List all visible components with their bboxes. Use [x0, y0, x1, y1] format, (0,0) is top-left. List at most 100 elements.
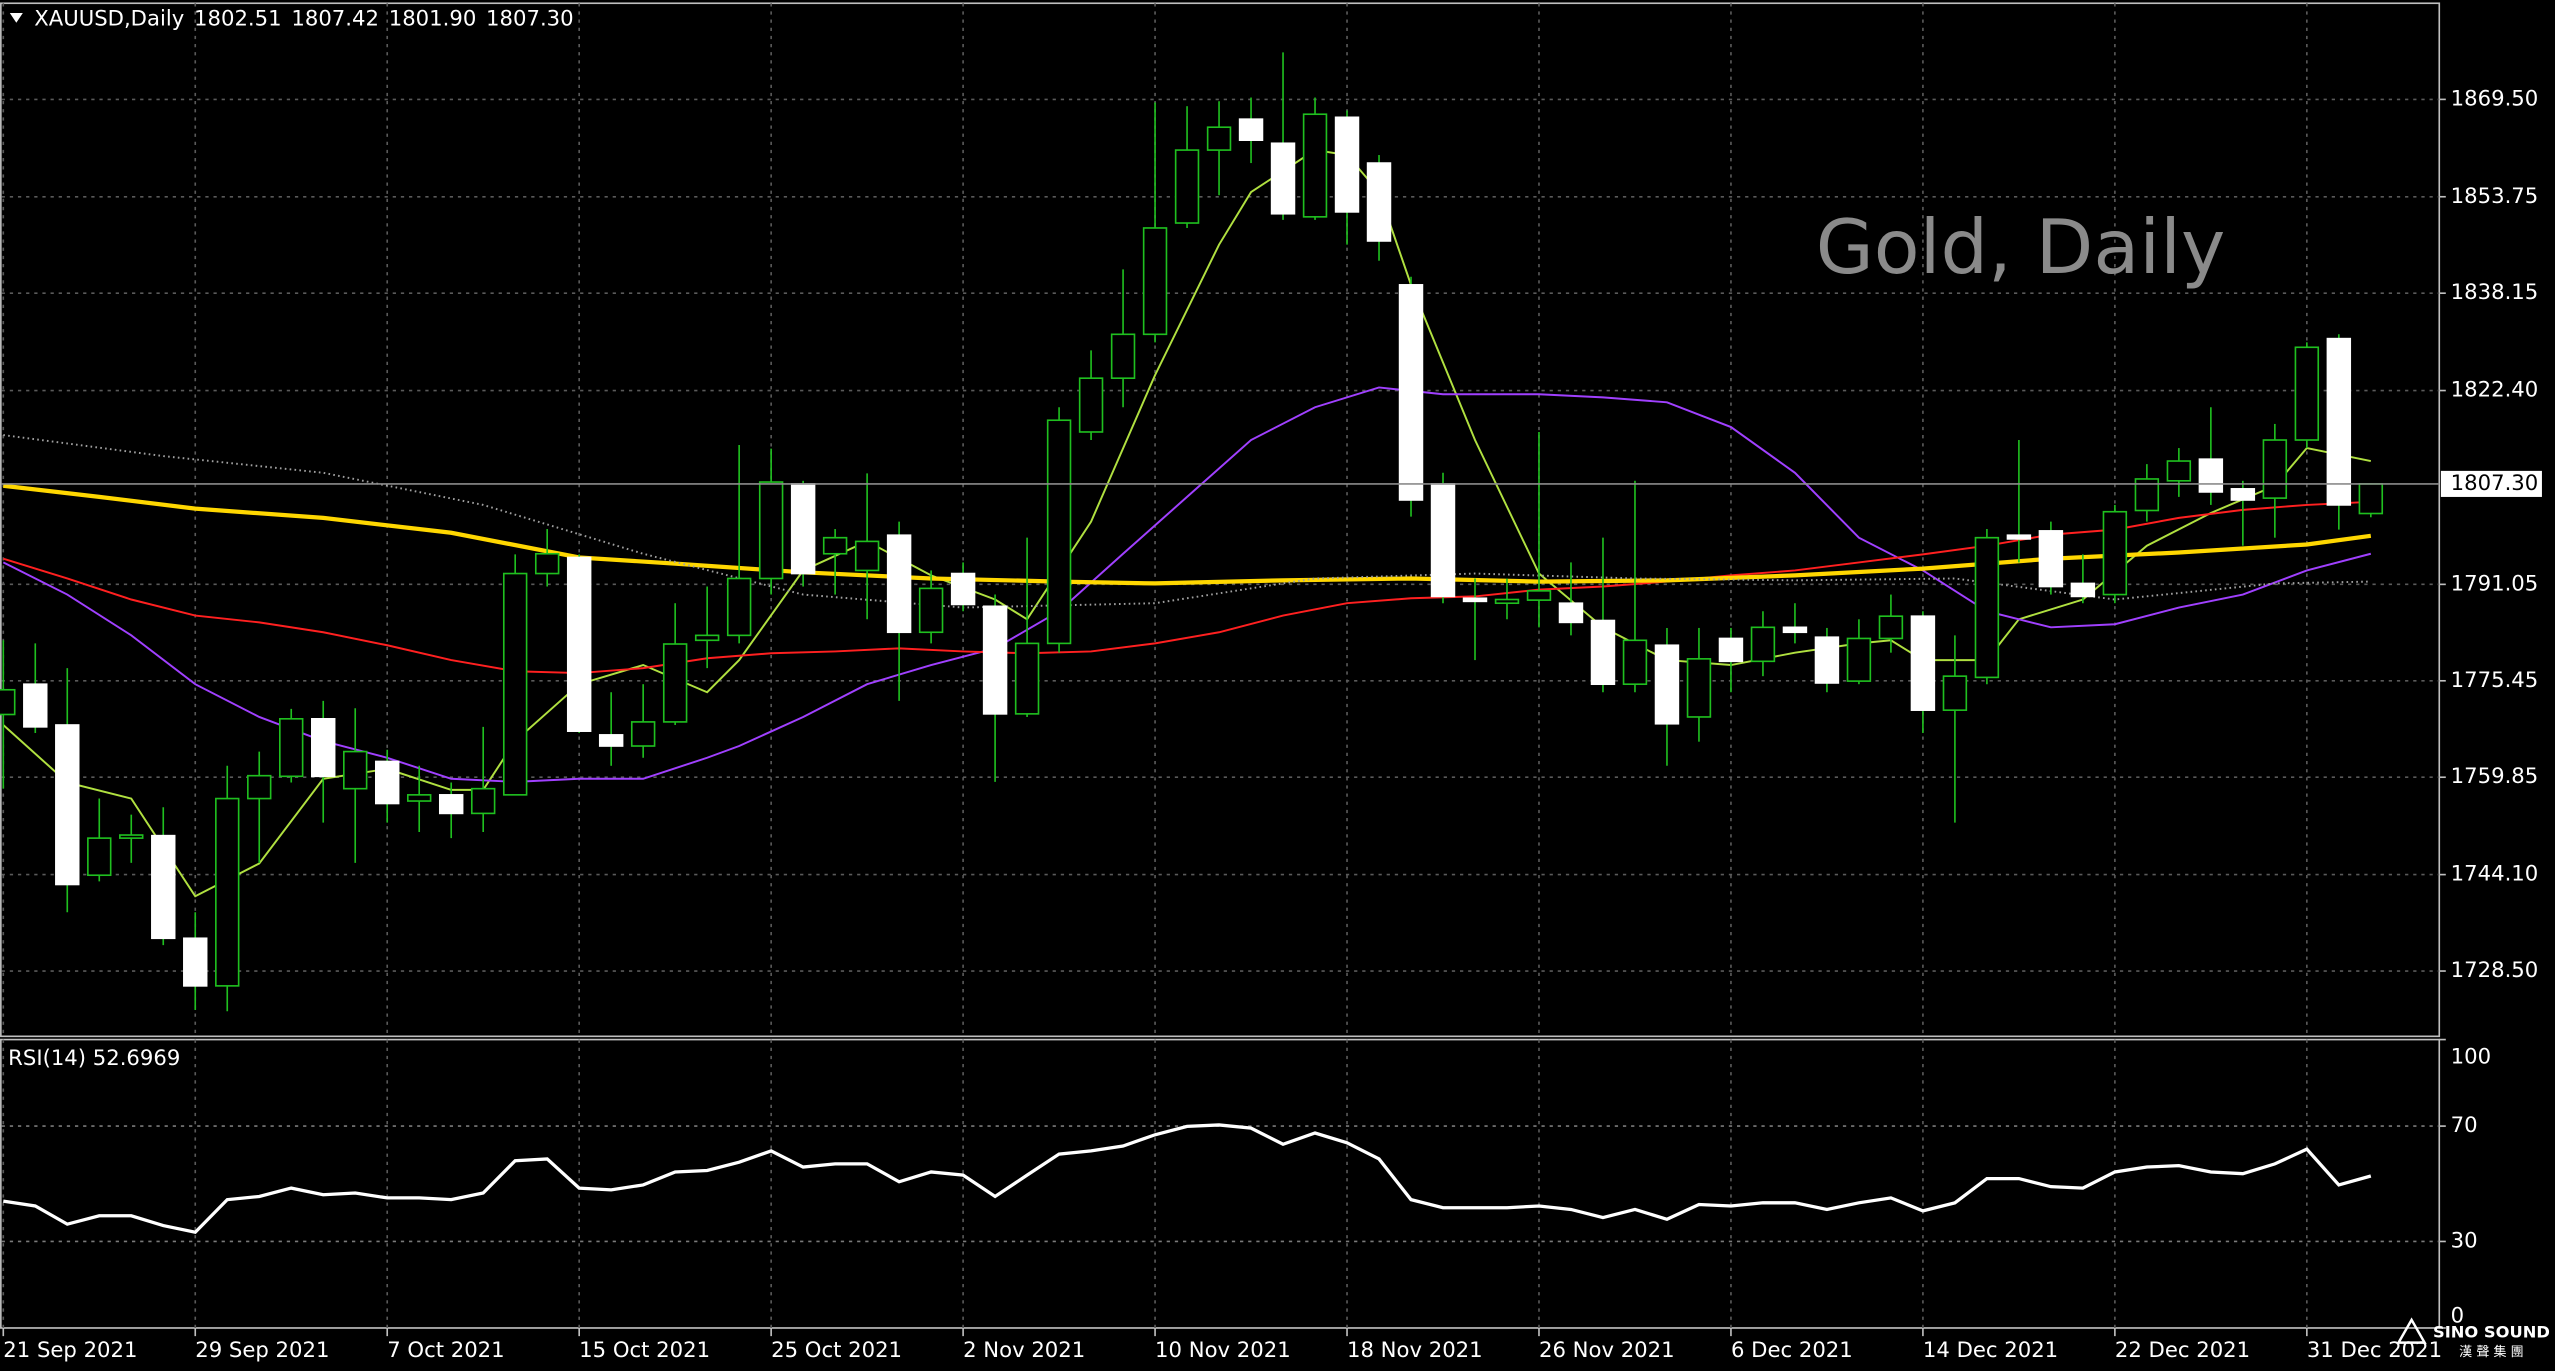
candle-body — [1910, 615, 1936, 711]
ohlc-value: 1802.51 — [194, 6, 282, 31]
candle-body — [151, 834, 176, 940]
x-tick-label: 2 Nov 2021 — [963, 1337, 1085, 1362]
candle-body — [1110, 333, 1136, 380]
candle-body — [311, 717, 336, 778]
candle-body — [406, 794, 432, 802]
candle-body — [1494, 598, 1520, 605]
candle-body — [1750, 626, 1776, 663]
candle-body — [630, 721, 656, 747]
candle-body — [0, 688, 16, 716]
ohlc-value: 1807.42 — [291, 6, 379, 31]
last-price-label: 1807.30 — [2451, 470, 2539, 495]
candle-body — [23, 683, 48, 728]
logo: SINO SOUND 漢 聲 集 團 — [2396, 1317, 2550, 1360]
candle-body — [2038, 530, 2064, 588]
y-tick-label: 70 — [2451, 1112, 2478, 1137]
candle-body — [1622, 639, 1648, 686]
candle-body — [1814, 636, 1840, 684]
candle-body — [2102, 510, 2128, 596]
candle-body — [1174, 149, 1200, 224]
x-tick-label: 10 Nov 2021 — [1155, 1337, 1291, 1362]
candle-body — [1334, 116, 1360, 213]
x-tick-label: 22 Dec 2021 — [2115, 1337, 2250, 1362]
x-tick-label: 29 Sep 2021 — [195, 1337, 329, 1362]
x-tick-label: 18 Nov 2021 — [1347, 1337, 1483, 1362]
y-tick-label: 0 — [2451, 1303, 2464, 1328]
candle-body — [438, 794, 464, 815]
candle-body — [2070, 582, 2096, 598]
candle-body — [534, 552, 560, 575]
x-tick-label: 31 Dec 2021 — [2307, 1337, 2442, 1362]
y-tick-label: 100 — [2451, 1043, 2491, 1068]
price-panel — [0, 2, 2441, 1038]
moving-average — [3, 483, 2372, 586]
candle-body — [854, 540, 880, 572]
candle-body — [55, 724, 80, 886]
candle-body — [2134, 478, 2160, 512]
y-tick-label: 1759.85 — [2451, 763, 2539, 788]
candle-body — [1526, 590, 1552, 601]
candle-body — [1366, 162, 1392, 242]
x-tick-label: 15 Oct 2021 — [579, 1337, 710, 1362]
candle-body — [790, 483, 816, 575]
symbol: XAUUSD,Daily — [34, 6, 184, 31]
candle-body — [918, 587, 944, 634]
candle-body — [247, 774, 272, 800]
candle-body — [470, 787, 496, 815]
candle-body — [886, 534, 912, 634]
y-tick-label: 1728.50 — [2451, 957, 2539, 982]
ohlc-value: 1807.30 — [486, 6, 574, 31]
candle-body — [1238, 118, 1264, 142]
candle-body — [598, 734, 624, 747]
y-tick-label: 1744.10 — [2451, 861, 2539, 886]
candle-body — [183, 937, 208, 987]
candle-body — [1590, 619, 1616, 686]
ohlc-value: 1801.90 — [389, 6, 477, 31]
candle-body — [1430, 483, 1456, 598]
candle-body — [1270, 142, 1296, 215]
x-tick-label: 26 Nov 2021 — [1539, 1337, 1675, 1362]
candle-body — [2166, 460, 2192, 482]
candle-body — [2198, 458, 2224, 493]
x-tick-label: 6 Dec 2021 — [1731, 1337, 1853, 1362]
candle-body — [1078, 377, 1104, 433]
candle-body — [1302, 113, 1328, 218]
last-price-box — [2440, 470, 2542, 497]
chart-title: XAUUSD,Daily 1802.51 1807.42 1801.90 1807.30 — [34, 6, 573, 31]
candle-body — [758, 481, 784, 580]
candle-body — [502, 572, 528, 796]
candle-body — [1014, 642, 1040, 715]
candle-body — [119, 834, 144, 839]
candle-body — [1846, 637, 1872, 682]
candle-body — [1718, 637, 1744, 663]
candle-body — [1046, 419, 1072, 645]
menu-triangle[interactable] — [9, 13, 23, 23]
candle-body — [2006, 534, 2032, 540]
candle-body — [822, 536, 848, 555]
logo-name: SINO SOUND — [2433, 1322, 2550, 1341]
candle-body — [1462, 597, 1488, 603]
y-tick-label: 1822.40 — [2451, 377, 2539, 402]
rsi-line — [3, 1123, 2372, 1235]
candle-body — [87, 837, 112, 877]
candle-body — [982, 605, 1008, 715]
logo-icon — [2396, 1317, 2427, 1344]
rsi-title: RSI(14) 52.6969 — [8, 1045, 180, 1070]
candle-body — [2294, 346, 2320, 441]
candle-body — [2262, 439, 2288, 499]
candle-body — [694, 634, 720, 642]
candle-body — [1974, 536, 2000, 679]
y-tick-label: 30 — [2451, 1227, 2478, 1252]
candle-body — [662, 643, 688, 723]
candle-body — [1654, 644, 1680, 725]
candle-body — [1942, 675, 1968, 711]
x-tick-label: 7 Oct 2021 — [387, 1337, 504, 1362]
candle-body — [2230, 488, 2256, 501]
x-tick-label: 21 Sep 2021 — [3, 1337, 137, 1362]
candle-body — [2358, 483, 2384, 515]
y-tick-label: 1838.15 — [2451, 279, 2539, 304]
candle-body — [1142, 227, 1168, 336]
y-tick-label: 1775.45 — [2451, 667, 2539, 692]
